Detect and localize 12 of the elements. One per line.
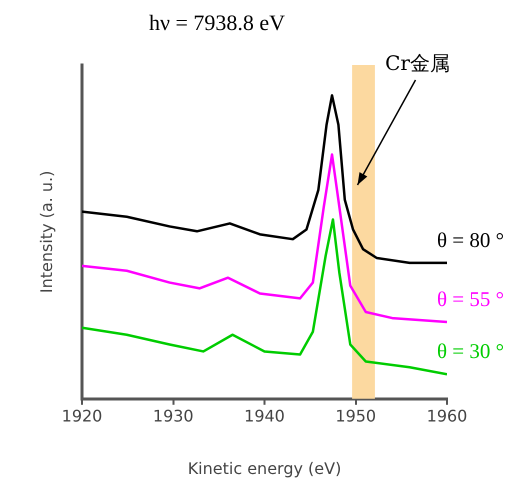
chart-title: hν = 7938.8 eV — [148, 10, 286, 35]
x-tick-label: 1960 — [426, 406, 468, 426]
x-tick-label: 1930 — [152, 406, 194, 426]
text: Cr金属 — [385, 51, 450, 75]
x-tick-label: 1920 — [62, 406, 102, 426]
series-label: θ = 80 ° — [436, 228, 504, 252]
x-axis-title: Kinetic energy (eV) — [188, 459, 342, 478]
x-tick-label: 1950 — [335, 406, 376, 426]
series-label: θ = 30 ° — [436, 339, 504, 364]
y-axis-title: Intensity (a. u.) — [37, 170, 56, 294]
x-tick-label: 1940 — [244, 406, 285, 426]
series-label: θ = 55 ° — [436, 287, 504, 312]
